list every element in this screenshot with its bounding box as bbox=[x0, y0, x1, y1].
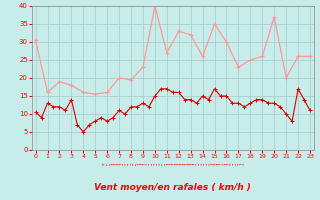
Text: ↑↑↓↓←←←←↑↑↑↑↑↓←←←↑↑↑↑↑↑↓↑←←←←←←←←←←←↑↑↑↑↑↑←←←←↑←←↑↑↑↑←↑: ↑↑↓↓←←←←↑↑↑↑↑↓←←←↑↑↑↑↑↑↓↑←←←←←←←←←←←↑↑↑↑… bbox=[100, 163, 245, 167]
Text: Vent moyen/en rafales ( km/h ): Vent moyen/en rafales ( km/h ) bbox=[94, 184, 251, 192]
